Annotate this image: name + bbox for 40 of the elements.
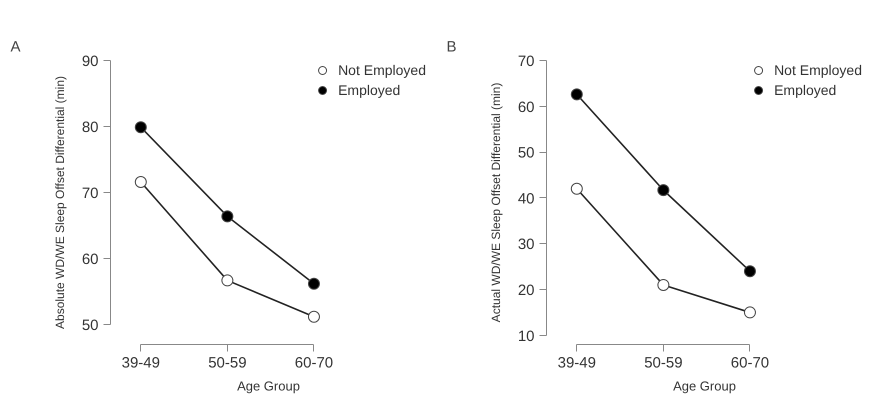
x-tick-label: 60-70 [294,354,334,372]
legend-label: Employed [774,82,836,98]
point [308,310,320,323]
y-tick-label: 20 [518,282,535,300]
point [744,265,756,278]
y-axis-title: Absolute WD/WE Sleep Offset Differential (min) [52,76,67,329]
x-axis-title: Age Group [237,378,300,394]
point [308,278,320,290]
x-tick-label: 60-70 [730,354,770,372]
point [134,176,147,188]
y-tick-label: 70 [518,53,535,70]
y-axis-title: Actual WD/WE Sleep Offset Differential (min) [488,82,503,322]
y-tick-label: 40 [518,190,535,208]
text: A [10,38,21,56]
x-tick-label: 50-59 [644,354,683,372]
y-tick-label: 60 [82,251,99,268]
y-tick-label: 30 [518,236,535,254]
x-tick-label: 50-59 [208,354,247,372]
legend-label: Not Employed [774,62,862,78]
y-tick-label: 50 [82,317,99,334]
point [221,210,234,222]
point [657,184,670,196]
text: B [446,38,457,56]
y-tick-label: 60 [518,98,535,116]
legend-label: Not Employed [338,62,426,78]
point [570,182,583,195]
y-tick-label: 70 [82,185,99,202]
x-axis-title: Age Group [673,378,736,394]
x-tick-label: 39-49 [122,354,160,372]
point [657,278,670,291]
point [570,88,583,100]
point [744,306,756,318]
y-tick-label: 80 [82,119,99,136]
x-tick-label: 39-49 [558,354,596,372]
point [221,274,234,286]
y-tick-label: 50 [518,144,535,162]
y-tick-label: 90 [82,53,99,70]
legend-label: Employed [338,82,400,98]
y-tick-label: 10 [518,328,535,345]
point [134,121,147,134]
